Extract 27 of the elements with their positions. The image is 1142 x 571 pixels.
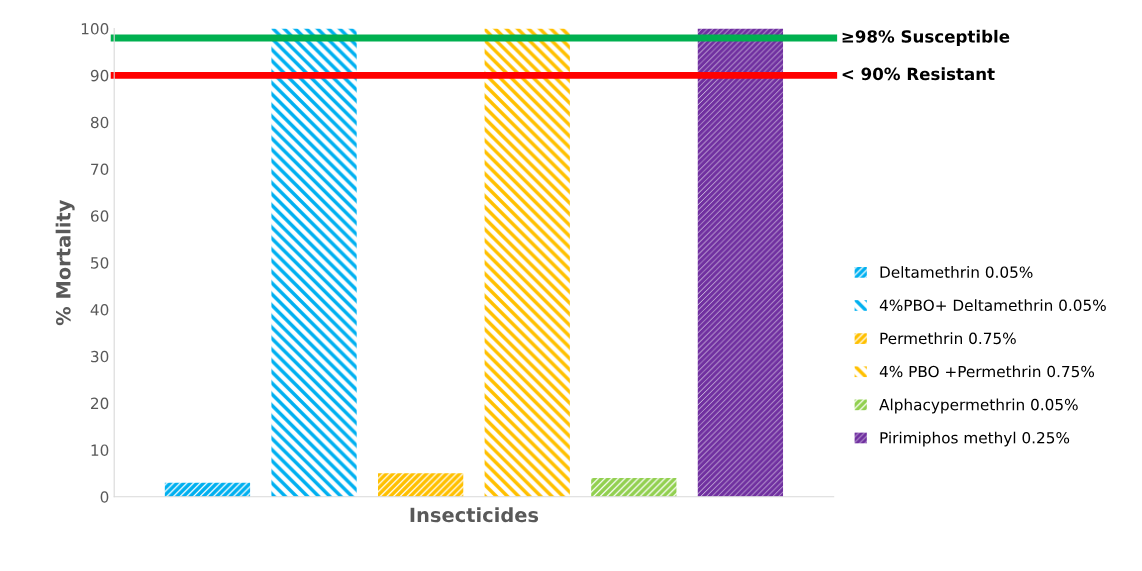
bar xyxy=(591,478,677,497)
legend-label: 4%PBO+ Deltamethrin 0.05% xyxy=(879,299,1106,312)
y-tick-label: 60 xyxy=(90,210,109,222)
legend-label: Deltamethrin 0.05% xyxy=(880,266,1033,278)
bar xyxy=(697,28,784,497)
legend-label: 4% PBO +Permethrin 0.75% xyxy=(879,365,1095,378)
ref-line-label: ≥98% Susceptible xyxy=(842,29,1010,46)
legend-label: Alphacypermethrin 0.05% xyxy=(879,398,1078,414)
y-axis-title: % Mortality xyxy=(55,199,75,326)
y-tick-label: 0 xyxy=(100,491,109,503)
y-tick-label: 20 xyxy=(91,397,109,410)
bar xyxy=(378,473,464,497)
y-tick-label: 40 xyxy=(90,303,109,316)
legend-label: Pirimiphos methyl 0.25% xyxy=(880,431,1070,447)
y-tick-label: 70 xyxy=(91,163,109,176)
bar xyxy=(271,28,357,497)
x-axis-title: Insecticides xyxy=(410,507,539,523)
y-tick-label: 50 xyxy=(91,257,109,269)
bar xyxy=(164,482,251,497)
bar xyxy=(484,28,570,497)
ref-line-label: < 90% Resistant xyxy=(842,67,995,81)
y-tick-label: 90 xyxy=(90,69,109,82)
y-tick-label: 80 xyxy=(90,116,109,129)
y-tick-label: 10 xyxy=(91,444,109,456)
y-tick-label: 100 xyxy=(81,23,109,35)
legend-label: Permethrin 0.75% xyxy=(880,332,1016,345)
y-tick-label: 30 xyxy=(91,350,109,363)
